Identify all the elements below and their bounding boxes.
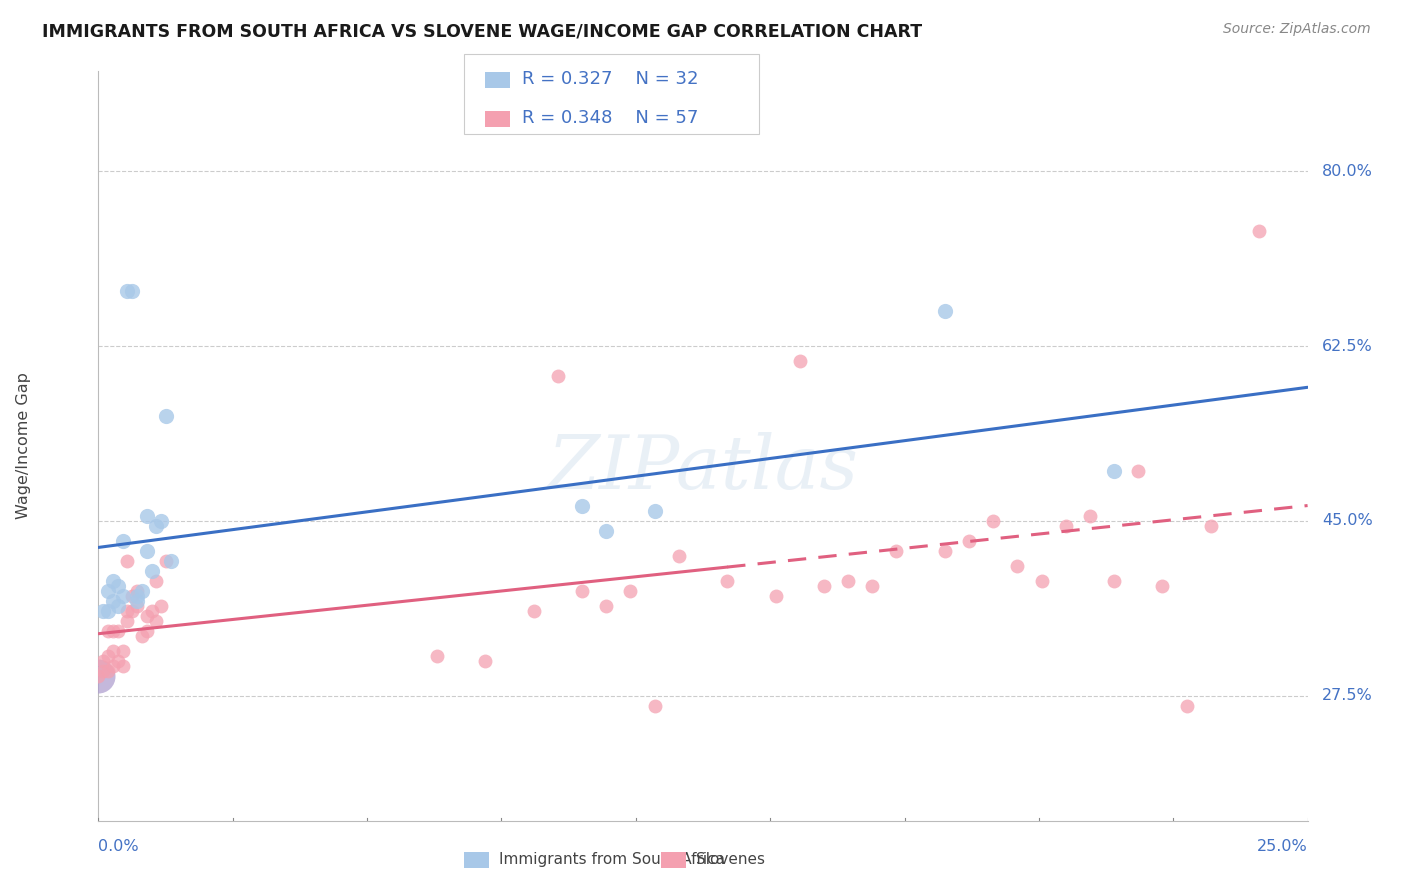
Text: Source: ZipAtlas.com: Source: ZipAtlas.com — [1223, 22, 1371, 37]
Point — [145, 519, 167, 533]
Point — [91, 604, 114, 618]
Point — [571, 583, 593, 598]
Point — [150, 599, 173, 613]
Text: Wage/Income Gap: Wage/Income Gap — [15, 373, 31, 519]
Point — [87, 669, 110, 683]
Point — [1175, 698, 1198, 713]
Point — [111, 658, 134, 673]
Point — [101, 624, 124, 638]
Point — [155, 409, 177, 423]
Point — [97, 604, 120, 618]
Point — [127, 599, 149, 613]
Point — [595, 524, 617, 538]
Point — [121, 589, 143, 603]
Point — [957, 533, 980, 548]
Point — [101, 658, 124, 673]
Point — [135, 508, 157, 523]
Point — [1152, 579, 1174, 593]
Point — [160, 554, 183, 568]
Text: R = 0.348    N = 57: R = 0.348 N = 57 — [522, 109, 697, 127]
Text: IMMIGRANTS FROM SOUTH AFRICA VS SLOVENE WAGE/INCOME GAP CORRELATION CHART: IMMIGRANTS FROM SOUTH AFRICA VS SLOVENE … — [42, 22, 922, 40]
Point — [155, 554, 177, 568]
Point — [886, 544, 908, 558]
Point — [111, 644, 134, 658]
Point — [668, 549, 690, 563]
Point — [150, 514, 173, 528]
Point — [97, 583, 120, 598]
Point — [145, 574, 167, 588]
Text: 45.0%: 45.0% — [1322, 514, 1372, 528]
Point — [135, 624, 157, 638]
Point — [127, 589, 149, 603]
Point — [765, 589, 787, 603]
Point — [644, 698, 666, 713]
Point — [111, 533, 134, 548]
Point — [91, 654, 114, 668]
Point — [117, 604, 139, 618]
Text: 62.5%: 62.5% — [1322, 339, 1372, 353]
Point — [934, 544, 956, 558]
Point — [474, 654, 496, 668]
Point — [101, 594, 124, 608]
Point — [595, 599, 617, 613]
Point — [87, 669, 110, 683]
Text: ZIPatlas: ZIPatlas — [547, 433, 859, 505]
Point — [107, 599, 129, 613]
Point — [1102, 464, 1125, 478]
Point — [97, 648, 120, 663]
Point — [97, 624, 120, 638]
Point — [117, 284, 139, 298]
Text: R = 0.327    N = 32: R = 0.327 N = 32 — [522, 70, 699, 88]
Point — [117, 614, 139, 628]
Point — [571, 499, 593, 513]
Point — [107, 624, 129, 638]
Text: 25.0%: 25.0% — [1257, 838, 1308, 854]
Point — [426, 648, 449, 663]
Point — [619, 583, 641, 598]
Point — [934, 304, 956, 318]
Point — [141, 604, 163, 618]
Text: 80.0%: 80.0% — [1322, 164, 1374, 178]
Point — [789, 354, 811, 368]
Point — [1102, 574, 1125, 588]
Point — [127, 583, 149, 598]
Point — [981, 514, 1004, 528]
Text: Slovenes: Slovenes — [696, 853, 765, 867]
Point — [644, 504, 666, 518]
Text: Immigrants from South Africa: Immigrants from South Africa — [499, 853, 725, 867]
Point — [101, 574, 124, 588]
Point — [131, 583, 153, 598]
Point — [1249, 224, 1271, 238]
Point — [1128, 464, 1150, 478]
Point — [121, 604, 143, 618]
Point — [101, 644, 124, 658]
Point — [135, 608, 157, 623]
Point — [1199, 519, 1222, 533]
Point — [127, 594, 149, 608]
Point — [121, 284, 143, 298]
Point — [1007, 558, 1029, 573]
Point — [145, 614, 167, 628]
Point — [860, 579, 883, 593]
Point — [813, 579, 835, 593]
Point — [716, 574, 738, 588]
Point — [523, 604, 546, 618]
Point — [117, 554, 139, 568]
Point — [97, 664, 120, 678]
Point — [141, 564, 163, 578]
Point — [131, 629, 153, 643]
Point — [547, 369, 569, 384]
Point — [91, 664, 114, 678]
Text: 0.0%: 0.0% — [98, 838, 139, 854]
Point — [1078, 508, 1101, 523]
Point — [107, 579, 129, 593]
Point — [107, 654, 129, 668]
Point — [111, 589, 134, 603]
Point — [135, 544, 157, 558]
Point — [1054, 519, 1077, 533]
Text: 27.5%: 27.5% — [1322, 689, 1372, 703]
Point — [837, 574, 859, 588]
Point — [1031, 574, 1053, 588]
